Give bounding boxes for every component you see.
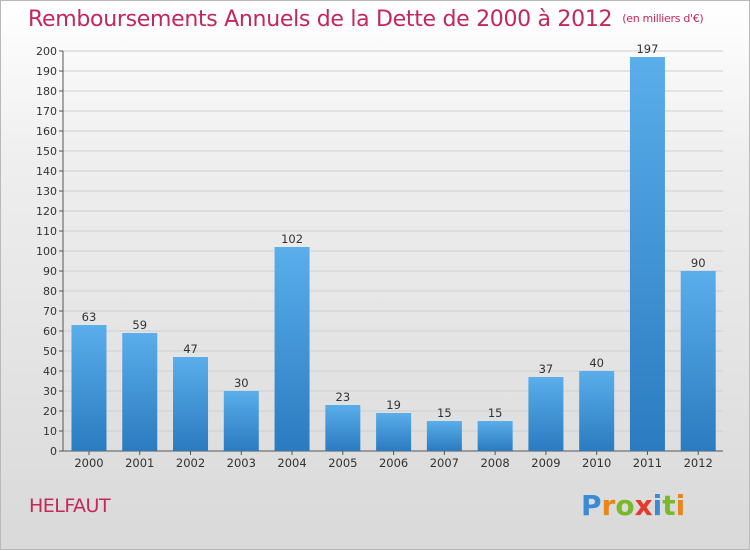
y-tick-label: 110	[36, 225, 57, 238]
logo-letter: x	[634, 489, 653, 522]
x-tick-label-2005: 2005	[328, 456, 357, 470]
y-tick-label: 70	[43, 305, 57, 318]
bar-2001	[122, 333, 158, 451]
bars	[71, 57, 716, 451]
data-label-2007: 15	[437, 406, 452, 420]
data-label-2008: 15	[488, 406, 503, 420]
bar-2007	[426, 421, 462, 451]
y-tick-label: 0	[50, 445, 57, 458]
data-label-2009: 37	[539, 362, 554, 376]
y-tick-label: 30	[43, 385, 57, 398]
x-tick-labels: 2000 2001 2002 2003 2004 2005 2006 2007 2008 2009…	[74, 456, 713, 470]
axes	[59, 50, 723, 455]
data-label-2005: 23	[336, 390, 351, 404]
data-label-2003: 30	[234, 376, 249, 390]
y-tick-label: 80	[43, 285, 57, 298]
x-tick-label-2004: 2004	[277, 456, 306, 470]
bar-2009	[528, 377, 564, 451]
y-tick-label: 170	[36, 105, 57, 118]
bar-2012	[680, 271, 716, 451]
bar-2002	[173, 357, 209, 451]
data-label-2012: 90	[691, 256, 706, 270]
logo-letter: i	[675, 489, 686, 522]
y-tick-labels: 0 10 20 30 40 50 60 70 80 90 100 110 120 130 140 150 160…	[36, 45, 57, 458]
data-labels: 63 59 47 30 102 23 19 15 15 37 40 197 90	[82, 42, 706, 420]
data-label-2004: 102	[281, 232, 303, 246]
y-tick-label: 10	[43, 425, 57, 438]
bar-2011	[629, 57, 665, 451]
x-tick-label-2009: 2009	[531, 456, 560, 470]
bar-2005	[325, 405, 361, 451]
x-tick-label-2001: 2001	[125, 456, 154, 470]
y-tick-label: 60	[43, 325, 57, 338]
x-tick-label-2012: 2012	[684, 456, 713, 470]
y-tick-label: 90	[43, 265, 57, 278]
y-tick-label: 200	[36, 45, 57, 58]
data-label-2006: 19	[386, 398, 401, 412]
x-tick-label-2011: 2011	[633, 456, 662, 470]
logo-letter: r	[601, 489, 616, 522]
y-tick-label: 130	[36, 185, 57, 198]
x-tick-label-2002: 2002	[176, 456, 205, 470]
bar-2010	[579, 371, 615, 451]
x-tick-label-2010: 2010	[582, 456, 611, 470]
data-label-2001: 59	[132, 318, 147, 332]
bar-2000	[71, 325, 107, 451]
x-tick-label-2003: 2003	[227, 456, 256, 470]
data-label-2010: 40	[589, 356, 604, 370]
bar-2003	[223, 391, 259, 451]
y-tick-label: 120	[36, 205, 57, 218]
y-tick-label: 150	[36, 145, 57, 158]
y-tick-label: 160	[36, 125, 57, 138]
commune-name: HELFAUT	[29, 495, 111, 517]
data-label-2011: 197	[636, 42, 658, 56]
y-tick-label: 190	[36, 65, 57, 78]
chart-title: Remboursements Annuels de la Dette de 20…	[28, 7, 704, 32]
y-tick-label: 50	[43, 345, 57, 358]
data-label-2000: 63	[82, 310, 97, 324]
y-tick-label: 40	[43, 365, 57, 378]
y-tick-label: 140	[36, 165, 57, 178]
x-tick-label-2006: 2006	[379, 456, 408, 470]
logo-letter: t	[662, 489, 676, 522]
logo-letter: o	[615, 489, 635, 522]
grid-lines	[63, 50, 723, 452]
bar-2006	[376, 413, 412, 451]
x-tick-label-2008: 2008	[480, 456, 509, 470]
y-tick-label: 20	[43, 405, 57, 418]
y-tick-label: 100	[36, 245, 57, 258]
x-tick-label-2000: 2000	[74, 456, 103, 470]
x-tick-label-2007: 2007	[430, 456, 459, 470]
bar-2008	[477, 421, 513, 451]
data-label-2002: 47	[183, 342, 198, 356]
bar-2004	[274, 247, 310, 451]
logo-letter: P	[581, 489, 602, 522]
proxiti-logo: Proxiti	[581, 489, 685, 522]
y-tick-label: 180	[36, 85, 57, 98]
chart-unit: (en milliers d'€)	[622, 12, 704, 25]
logo-letter: i	[652, 489, 663, 522]
